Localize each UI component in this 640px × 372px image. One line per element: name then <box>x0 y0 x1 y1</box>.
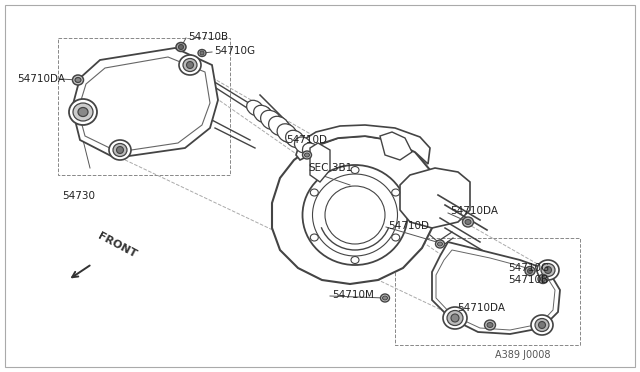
Ellipse shape <box>541 263 555 276</box>
Ellipse shape <box>383 296 387 300</box>
Ellipse shape <box>303 151 312 159</box>
Ellipse shape <box>443 307 467 329</box>
Ellipse shape <box>392 234 400 241</box>
Ellipse shape <box>484 320 495 330</box>
Ellipse shape <box>183 58 197 71</box>
Ellipse shape <box>109 140 131 160</box>
Text: 54710D: 54710D <box>286 135 327 145</box>
Ellipse shape <box>438 242 442 246</box>
Text: 54710B: 54710B <box>508 275 548 285</box>
Text: A389 J0008: A389 J0008 <box>495 350 550 360</box>
Ellipse shape <box>545 266 552 273</box>
Text: 54710D: 54710D <box>388 221 429 231</box>
Polygon shape <box>310 143 330 182</box>
Ellipse shape <box>381 294 390 302</box>
Ellipse shape <box>465 219 471 224</box>
Ellipse shape <box>487 323 493 327</box>
Ellipse shape <box>73 103 93 121</box>
Ellipse shape <box>75 77 81 83</box>
Ellipse shape <box>310 189 318 196</box>
Ellipse shape <box>186 61 193 68</box>
Ellipse shape <box>113 144 127 157</box>
Ellipse shape <box>463 217 474 227</box>
Ellipse shape <box>541 276 545 282</box>
Ellipse shape <box>527 269 532 273</box>
Ellipse shape <box>435 240 445 248</box>
Ellipse shape <box>253 105 273 123</box>
Polygon shape <box>272 136 438 284</box>
Ellipse shape <box>303 165 408 265</box>
Text: 54710DA: 54710DA <box>457 303 505 313</box>
Text: 54710G: 54710G <box>508 263 549 273</box>
Ellipse shape <box>260 110 282 130</box>
Ellipse shape <box>531 315 553 335</box>
Ellipse shape <box>447 311 463 326</box>
Polygon shape <box>400 168 470 228</box>
Ellipse shape <box>525 266 535 276</box>
Ellipse shape <box>535 318 549 331</box>
Text: SEC.3B1: SEC.3B1 <box>308 163 352 173</box>
Ellipse shape <box>538 321 545 328</box>
Polygon shape <box>380 132 412 160</box>
Polygon shape <box>296 125 430 164</box>
Ellipse shape <box>310 234 318 241</box>
Ellipse shape <box>392 189 400 196</box>
Ellipse shape <box>294 137 312 153</box>
Ellipse shape <box>269 116 289 136</box>
Text: 54710DA: 54710DA <box>17 74 65 84</box>
Ellipse shape <box>537 260 559 280</box>
Ellipse shape <box>305 153 310 157</box>
Ellipse shape <box>179 55 201 75</box>
Ellipse shape <box>303 143 319 159</box>
Text: FRONT: FRONT <box>96 231 138 260</box>
Ellipse shape <box>277 124 297 142</box>
Polygon shape <box>72 48 218 158</box>
Text: 54710DA: 54710DA <box>450 206 498 216</box>
Text: 54710G: 54710G <box>214 46 255 56</box>
Ellipse shape <box>246 100 264 116</box>
Text: 54730: 54730 <box>62 191 95 201</box>
Ellipse shape <box>78 108 88 116</box>
Ellipse shape <box>198 49 206 57</box>
Ellipse shape <box>351 257 359 263</box>
Ellipse shape <box>176 42 186 51</box>
Ellipse shape <box>72 75 83 85</box>
Ellipse shape <box>285 130 305 148</box>
Ellipse shape <box>351 167 359 173</box>
Ellipse shape <box>116 147 124 154</box>
Ellipse shape <box>179 45 184 49</box>
Text: 54710B: 54710B <box>188 32 228 42</box>
Text: 54710M: 54710M <box>332 290 374 300</box>
Polygon shape <box>432 242 560 334</box>
Ellipse shape <box>451 314 459 322</box>
Ellipse shape <box>200 51 204 55</box>
Ellipse shape <box>538 275 548 283</box>
Ellipse shape <box>69 99 97 125</box>
